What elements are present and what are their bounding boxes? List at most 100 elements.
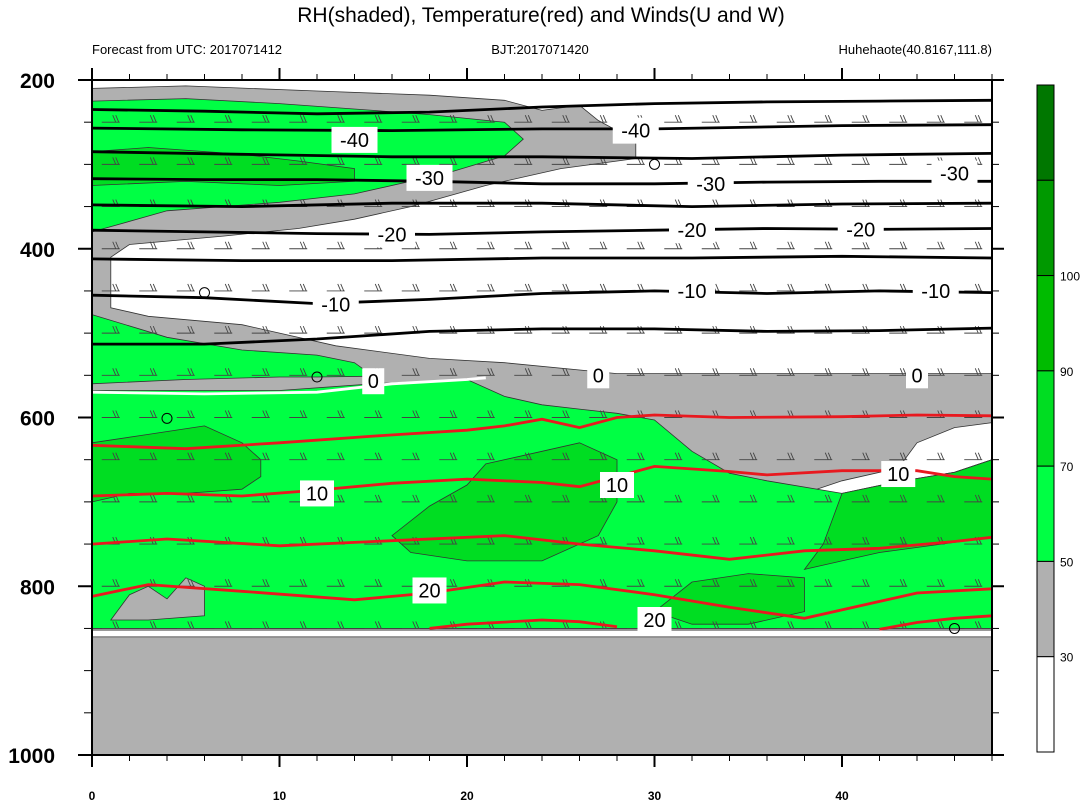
calm-marker bbox=[311, 371, 323, 383]
contour-label-box bbox=[369, 221, 415, 248]
contour-label-box bbox=[300, 480, 334, 507]
wind-barb bbox=[739, 115, 758, 123]
wind-barb bbox=[401, 410, 420, 418]
wind-barb bbox=[439, 115, 458, 123]
ytick-label: 400 bbox=[20, 239, 55, 262]
wind-barb bbox=[889, 157, 908, 165]
wind-barb bbox=[176, 325, 195, 334]
wind-barb bbox=[401, 368, 420, 376]
wind-barb bbox=[626, 368, 645, 376]
wind-barb bbox=[439, 494, 458, 503]
wind-barb bbox=[514, 494, 533, 503]
contour-label-text: -10 bbox=[321, 294, 350, 316]
wind-barb bbox=[176, 494, 195, 503]
contour-label-text: -20 bbox=[378, 224, 407, 246]
wind-barb bbox=[326, 621, 345, 629]
wind-barb bbox=[514, 157, 533, 165]
colorbar-segment bbox=[1036, 656, 1055, 753]
wind-barb bbox=[326, 579, 345, 587]
wind-barb bbox=[964, 579, 983, 587]
wind-barb bbox=[476, 157, 495, 165]
contour-label-box bbox=[931, 160, 978, 187]
isotherm-20-20 bbox=[91, 580, 993, 620]
wind-barb bbox=[326, 325, 345, 334]
contour-label-text: 20 bbox=[418, 580, 440, 602]
wind-barb bbox=[251, 325, 270, 334]
isotherm-line-22 bbox=[879, 614, 993, 631]
wind-barb bbox=[364, 410, 383, 418]
contour-label: 10 bbox=[881, 461, 916, 488]
wind-barb bbox=[851, 621, 870, 629]
isotherm--20-5 bbox=[91, 201, 993, 209]
wind-barb bbox=[176, 157, 195, 165]
contour-label: -30 bbox=[406, 164, 453, 191]
wind-barb bbox=[514, 410, 533, 418]
wind-barb bbox=[814, 621, 833, 629]
wind-barb bbox=[664, 115, 683, 123]
wind-barb bbox=[851, 115, 870, 123]
wind-barb bbox=[814, 368, 833, 376]
wind-barb bbox=[214, 325, 233, 334]
contour-label-text: 0 bbox=[593, 365, 604, 387]
wind-barb bbox=[401, 621, 420, 629]
wind-barb bbox=[101, 157, 120, 165]
contour-label-box bbox=[406, 164, 453, 191]
plot-area: -40 -40 -30 -30 -30 -20 -20 -20 -10 -10 -10 0 0 0 10 10… bbox=[8, 68, 1004, 803]
wind-barb bbox=[101, 410, 120, 418]
contour-label-text: 20 bbox=[643, 610, 665, 632]
wind-barb bbox=[101, 241, 120, 250]
isotherm---11 bbox=[92, 326, 993, 346]
wind-barb bbox=[551, 115, 570, 123]
contour-label-text: -30 bbox=[415, 168, 444, 190]
wind-barb bbox=[776, 283, 795, 292]
contour-label: -10 bbox=[312, 291, 359, 318]
contour-label-text: -10 bbox=[921, 281, 950, 303]
wind-barb bbox=[289, 157, 308, 165]
wind-barb bbox=[364, 494, 383, 503]
wind-barb bbox=[101, 325, 120, 334]
contour-label-text: -20 bbox=[846, 219, 875, 241]
contour-label-box bbox=[600, 472, 634, 498]
wind-barb bbox=[139, 452, 158, 461]
wind-barb bbox=[814, 452, 833, 461]
wind-barb bbox=[214, 579, 233, 587]
wind-barb bbox=[401, 115, 420, 123]
ytick-label: 200 bbox=[20, 70, 55, 93]
colorbar-segment bbox=[1036, 179, 1055, 277]
wind-barb bbox=[739, 494, 758, 503]
wind-barb bbox=[701, 621, 720, 629]
wind-barb bbox=[814, 536, 833, 545]
wind-barb bbox=[664, 368, 683, 376]
xtick-label: 0 bbox=[89, 789, 96, 803]
isotherm--40-1 bbox=[91, 123, 993, 133]
contour-label: -40 bbox=[612, 117, 659, 144]
wind-barb bbox=[514, 115, 533, 123]
wind-barb bbox=[326, 283, 345, 292]
wind-barb bbox=[964, 621, 983, 629]
wind-barb bbox=[176, 452, 195, 461]
wind-barb bbox=[176, 115, 195, 123]
wind-barb bbox=[401, 494, 420, 503]
wind-barb bbox=[626, 494, 645, 503]
wind-barb bbox=[551, 410, 570, 418]
wind-barb bbox=[701, 579, 720, 587]
wind-barb bbox=[476, 241, 495, 250]
wind-barb bbox=[701, 494, 720, 503]
wind-barb bbox=[289, 368, 308, 376]
wind-barb bbox=[514, 621, 533, 629]
wind-barb bbox=[251, 410, 270, 418]
contour-label: -20 bbox=[837, 216, 884, 243]
wind-barb bbox=[851, 157, 870, 165]
colorbar: 30 50 70 90 100 bbox=[1036, 84, 1080, 753]
subtitle-left: Forecast from UTC: 2017071412 bbox=[92, 42, 282, 57]
wind-barb bbox=[814, 241, 833, 250]
wind-barb bbox=[139, 115, 158, 123]
wind-barb bbox=[926, 368, 945, 376]
isotherm-line-19 bbox=[91, 534, 993, 561]
wind-barb bbox=[926, 494, 945, 503]
wind-barb bbox=[326, 115, 345, 123]
calm-marker bbox=[949, 622, 960, 634]
wind-barb bbox=[101, 579, 120, 587]
subtitle-right: Huhehaote(40.8167,111.8) bbox=[839, 42, 992, 57]
